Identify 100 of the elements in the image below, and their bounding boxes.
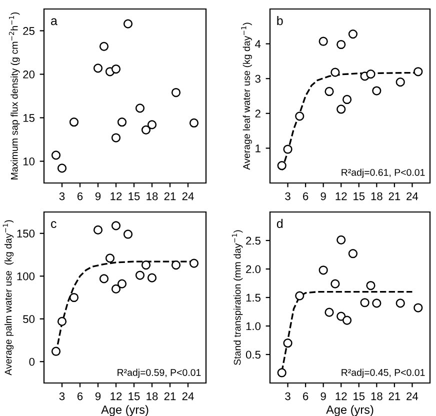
annotation: R²adj=0.59, P<0.01 bbox=[118, 368, 201, 378]
y-tick-label: 2.0 bbox=[246, 265, 261, 274]
point bbox=[372, 298, 382, 308]
point bbox=[123, 19, 133, 28]
point bbox=[69, 118, 79, 127]
x-tick-label: 9 bbox=[95, 392, 101, 400]
annotation: R²adj=0.45, P<0.01 bbox=[342, 368, 425, 378]
x-tick-label: 6 bbox=[303, 392, 308, 400]
annotation: c bbox=[51, 221, 56, 228]
y-tick-label: 0 bbox=[29, 358, 35, 366]
x-tick-label: 3 bbox=[59, 392, 65, 400]
y-tick-label: 2.5 bbox=[246, 236, 261, 245]
x-tick-label: 12 bbox=[336, 192, 347, 200]
point bbox=[189, 258, 199, 268]
y-tick-label: 150 bbox=[17, 230, 35, 238]
point bbox=[366, 280, 376, 290]
x-tick-label: 24 bbox=[406, 392, 418, 400]
x-tick-label: 9 bbox=[95, 192, 101, 200]
x-tick-label: 21 bbox=[388, 192, 400, 200]
point bbox=[318, 266, 328, 275]
y-axis-title: Average palm water use (kg day$^{−1}$) bbox=[2, 220, 14, 376]
x-tick-label: 3 bbox=[285, 392, 290, 400]
x-axis-title: Age (yrs) bbox=[101, 405, 148, 416]
point bbox=[414, 303, 423, 312]
x-axis-title: Age (yrs) bbox=[326, 405, 374, 416]
point bbox=[99, 274, 109, 284]
y-tick-label: 1.0 bbox=[246, 322, 261, 330]
point bbox=[147, 120, 157, 130]
y-tick-label: 0.5 bbox=[246, 350, 261, 359]
annotation: d bbox=[276, 218, 283, 228]
point bbox=[111, 64, 121, 74]
point bbox=[51, 150, 61, 160]
point bbox=[336, 104, 346, 114]
point bbox=[111, 284, 121, 294]
point bbox=[336, 40, 346, 50]
y-tick-label: 4 bbox=[255, 40, 261, 48]
point bbox=[277, 161, 286, 170]
point bbox=[117, 279, 127, 288]
x-tick-label: 24 bbox=[406, 192, 418, 200]
point bbox=[295, 112, 304, 121]
point bbox=[277, 368, 286, 378]
point bbox=[366, 70, 376, 79]
x-tick-label: 12 bbox=[110, 192, 122, 200]
x-tick-label: 15 bbox=[128, 392, 140, 400]
x-tick-label: 18 bbox=[146, 392, 158, 400]
x-tick-label: 24 bbox=[182, 392, 194, 400]
x-tick-label: 9 bbox=[320, 192, 326, 200]
point bbox=[147, 273, 157, 282]
x-tick-label: 12 bbox=[336, 392, 347, 400]
annotation: R²adj=0.61, P<0.01 bbox=[342, 168, 425, 178]
point bbox=[330, 68, 340, 77]
point bbox=[105, 254, 115, 263]
point bbox=[141, 125, 151, 134]
point bbox=[93, 64, 103, 73]
annotation: a bbox=[51, 18, 58, 26]
point bbox=[99, 42, 109, 51]
x-tick-label: 15 bbox=[128, 192, 140, 200]
point bbox=[117, 118, 127, 127]
x-tick-label: 21 bbox=[388, 392, 400, 400]
x-tick-label: 24 bbox=[182, 192, 194, 200]
x-tick-label: 18 bbox=[371, 192, 382, 200]
x-tick-label: 6 bbox=[77, 392, 83, 400]
point bbox=[123, 230, 133, 239]
point bbox=[342, 94, 352, 104]
annotation: b bbox=[277, 16, 283, 26]
x-tick-label: 15 bbox=[354, 392, 365, 400]
y-tick-label: 25 bbox=[23, 27, 35, 35]
point bbox=[57, 316, 67, 326]
point bbox=[135, 270, 145, 280]
point bbox=[141, 260, 151, 270]
y-axis-title: Stand transpiration (mm day$^{−1}$) bbox=[232, 230, 243, 365]
point bbox=[342, 316, 352, 325]
y-tick-label: 1.5 bbox=[246, 294, 261, 302]
y-axis-title: Maximum sap flux density (g cm$^{−2}$h$^{−1}$) bbox=[8, 12, 20, 180]
y-axis-title: Average leaf water use (kg day$^{−1}$) bbox=[241, 22, 252, 170]
x-tick-label: 12 bbox=[110, 392, 122, 400]
point bbox=[189, 118, 199, 128]
point bbox=[57, 164, 67, 173]
x-tick-label: 3 bbox=[285, 192, 290, 200]
point bbox=[69, 292, 79, 302]
point bbox=[348, 249, 358, 258]
point bbox=[336, 235, 346, 244]
point bbox=[283, 144, 292, 154]
x-tick-label: 3 bbox=[59, 192, 65, 200]
x-tick-label: 21 bbox=[164, 392, 176, 400]
point bbox=[324, 308, 334, 317]
y-tick-label: 1 bbox=[256, 144, 260, 152]
point bbox=[111, 221, 121, 230]
point bbox=[360, 298, 370, 308]
x-tick-label: 6 bbox=[77, 192, 83, 200]
point bbox=[348, 30, 358, 39]
x-tick-label: 6 bbox=[303, 192, 308, 200]
point bbox=[111, 133, 121, 142]
y-tick-label: 2 bbox=[255, 110, 260, 118]
y-tick-label: 3 bbox=[255, 74, 260, 83]
y-tick-label: 20 bbox=[23, 70, 35, 78]
x-tick-label: 9 bbox=[320, 392, 326, 400]
y-tick-label: 100 bbox=[17, 272, 35, 280]
point bbox=[372, 86, 382, 96]
x-tick-label: 15 bbox=[354, 192, 365, 200]
